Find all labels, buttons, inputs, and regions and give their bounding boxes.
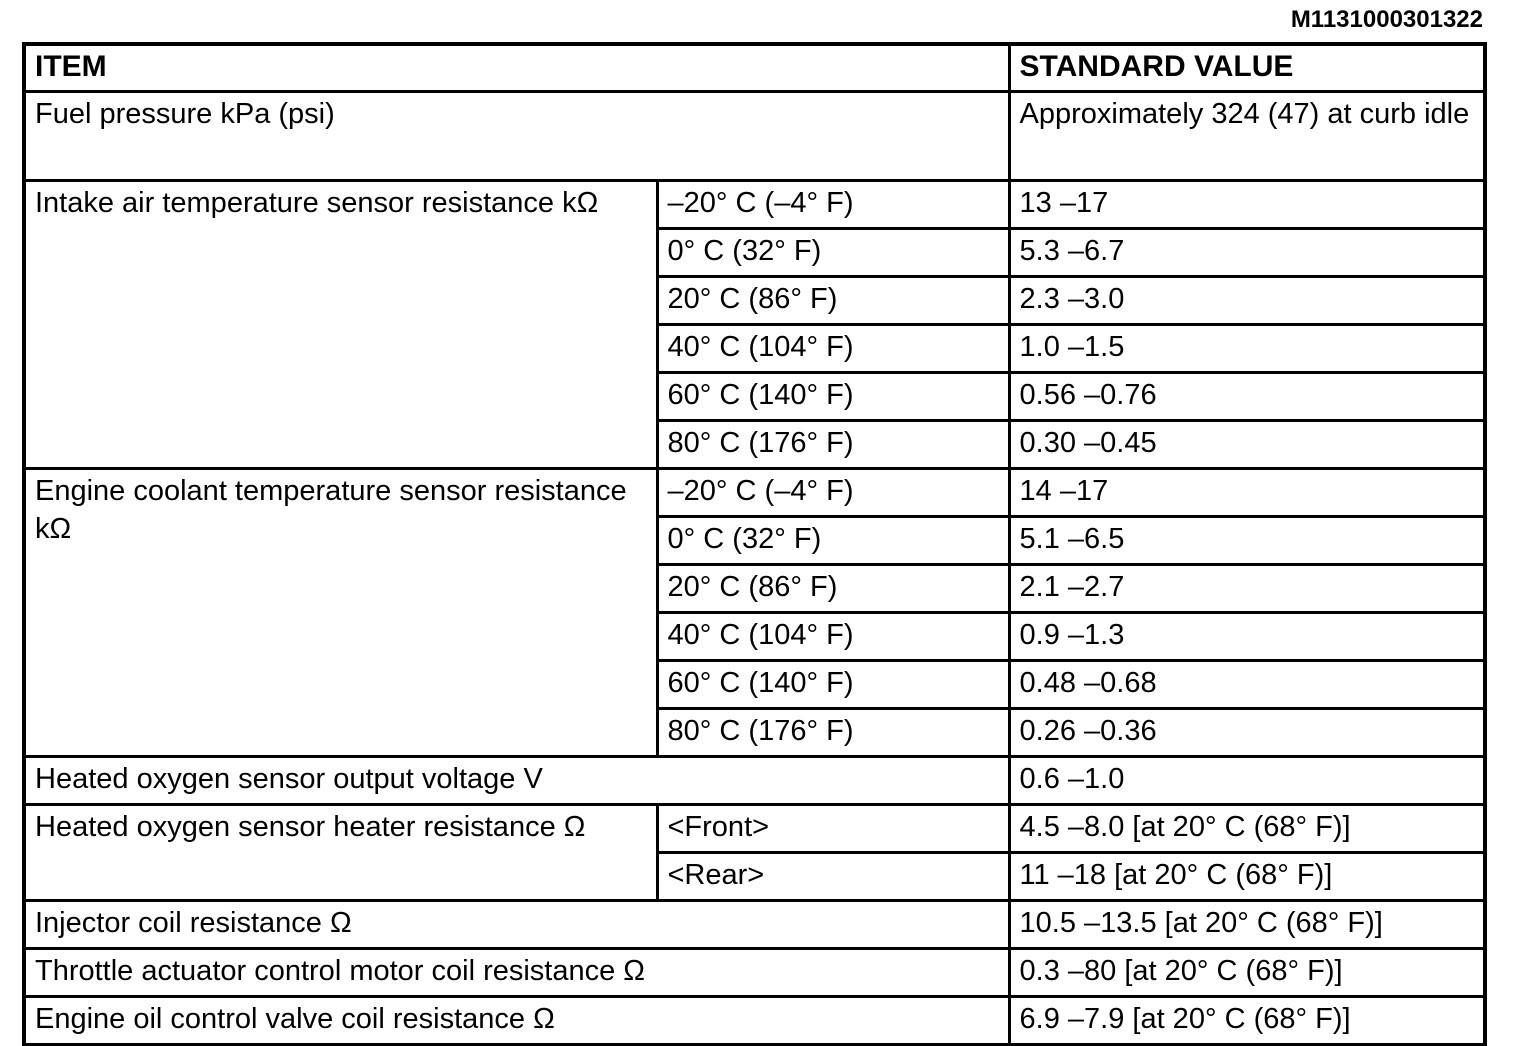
value-cell: 5.3 –6.7: [1007, 227, 1487, 278]
condition-cell: 20° C (86° F): [655, 563, 1011, 614]
table-row: Intake air temperature sensor resistance…: [22, 179, 1487, 470]
value-cell: 1.0 –1.5: [1007, 323, 1487, 374]
item-o2-sensor-output-voltage: Heated oxygen sensor output voltage V: [22, 755, 1011, 806]
value-cell: 0.9 –1.3: [1007, 611, 1487, 662]
condition-cell: 80° C (176° F): [655, 707, 1011, 758]
condition-cell: 20° C (86° F): [655, 275, 1011, 326]
col-header-standard-value: STANDARD VALUE: [1007, 42, 1487, 93]
value-cell: 11 –18 [at 20° C (68° F)]: [1007, 851, 1487, 902]
value-cell: 2.1 –2.7: [1007, 563, 1487, 614]
item-o2-sensor-heater-resistance: Heated oxygen sensor heater resistance Ω: [22, 803, 659, 902]
condition-cell: 80° C (176° F): [655, 419, 1011, 470]
item-engine-coolant-temp-sensor: Engine coolant temperature sensor resist…: [22, 467, 659, 758]
table-row: 0° C (32° F) 5.3 –6.7: [24, 227, 1487, 278]
condition-cell: 40° C (104° F): [655, 323, 1011, 374]
condition-cell: 60° C (140° F): [655, 659, 1011, 710]
condition-cell: <Front>: [655, 803, 1011, 854]
item-injector-coil-resistance: Injector coil resistance Ω: [22, 899, 1011, 950]
col-header-item: ITEM: [22, 42, 1011, 93]
table-row: 60° C (140° F) 0.48 –0.68: [24, 659, 1487, 710]
table-row: 80° C (176° F) 0.26 –0.36: [24, 707, 1487, 758]
table-row: Injector coil resistance Ω 10.5 –13.5 [a…: [22, 899, 1487, 950]
table-row: Fuel pressure kPa (psi) Approximately 32…: [22, 90, 1487, 182]
value-fuel-pressure: Approximately 324 (47) at curb idle: [1007, 90, 1487, 182]
standard-value-table: ITEM STANDARD VALUE Fuel pressure kPa (p…: [22, 42, 1488, 1046]
value-cell: 4.5 –8.0 [at 20° C (68° F)]: [1007, 803, 1487, 854]
table-row: Throttle actuator control motor coil res…: [22, 947, 1487, 998]
item-fuel-pressure: Fuel pressure kPa (psi): [22, 90, 1011, 182]
table-row: 40° C (104° F) 1.0 –1.5: [24, 323, 1487, 374]
value-cell: 10.5 –13.5 [at 20° C (68° F)]: [1007, 899, 1487, 950]
condition-cell: –20° C (–4° F): [655, 467, 1011, 518]
table-row: <Rear> 11 –18 [at 20° C (68° F)]: [24, 851, 1487, 902]
value-cell: 2.3 –3.0: [1007, 275, 1487, 326]
value-cell: 5.1 –6.5: [1007, 515, 1487, 566]
value-cell: 13 –17: [1007, 179, 1487, 230]
value-cell: 0.30 –0.45: [1007, 419, 1487, 470]
item-intake-air-temp-sensor: Intake air temperature sensor resistance…: [22, 179, 659, 470]
value-cell: 0.3 –80 [at 20° C (68° F)]: [1007, 947, 1487, 998]
condition-cell: <Rear>: [655, 851, 1011, 902]
table-header-row: ITEM STANDARD VALUE: [22, 42, 1487, 93]
condition-cell: 40° C (104° F): [655, 611, 1011, 662]
table-row: 20° C (86° F) 2.1 –2.7: [24, 563, 1487, 614]
table-row: 60° C (140° F) 0.56 –0.76: [24, 371, 1487, 422]
value-cell: 0.6 –1.0: [1007, 755, 1487, 806]
document-code: M1131000301322: [1290, 6, 1483, 33]
value-cell: 0.56 –0.76: [1007, 371, 1487, 422]
value-cell: 0.48 –0.68: [1007, 659, 1487, 710]
table-row: Heated oxygen sensor heater resistance Ω…: [22, 803, 1487, 902]
table-row: Engine coolant temperature sensor resist…: [22, 467, 1487, 758]
value-cell: 0.26 –0.36: [1007, 707, 1487, 758]
table-row: 20° C (86° F) 2.3 –3.0: [24, 275, 1487, 326]
item-engine-oil-control-valve-coil-resistance: Engine oil control valve coil resistance…: [22, 995, 1011, 1046]
value-cell: 14 –17: [1007, 467, 1487, 518]
table-row: 0° C (32° F) 5.1 –6.5: [24, 515, 1487, 566]
table-row: Engine oil control valve coil resistance…: [22, 995, 1487, 1046]
table-row: 40° C (104° F) 0.9 –1.3: [24, 611, 1487, 662]
condition-cell: 0° C (32° F): [655, 227, 1011, 278]
table-row: 80° C (176° F) 0.30 –0.45: [24, 419, 1487, 470]
item-throttle-actuator-motor-coil-resistance: Throttle actuator control motor coil res…: [22, 947, 1011, 998]
value-cell: 6.9 –7.9 [at 20° C (68° F)]: [1007, 995, 1487, 1046]
condition-cell: –20° C (–4° F): [655, 179, 1011, 230]
condition-cell: 0° C (32° F): [655, 515, 1011, 566]
condition-cell: 60° C (140° F): [655, 371, 1011, 422]
table-row: Heated oxygen sensor output voltage V 0.…: [22, 755, 1487, 806]
